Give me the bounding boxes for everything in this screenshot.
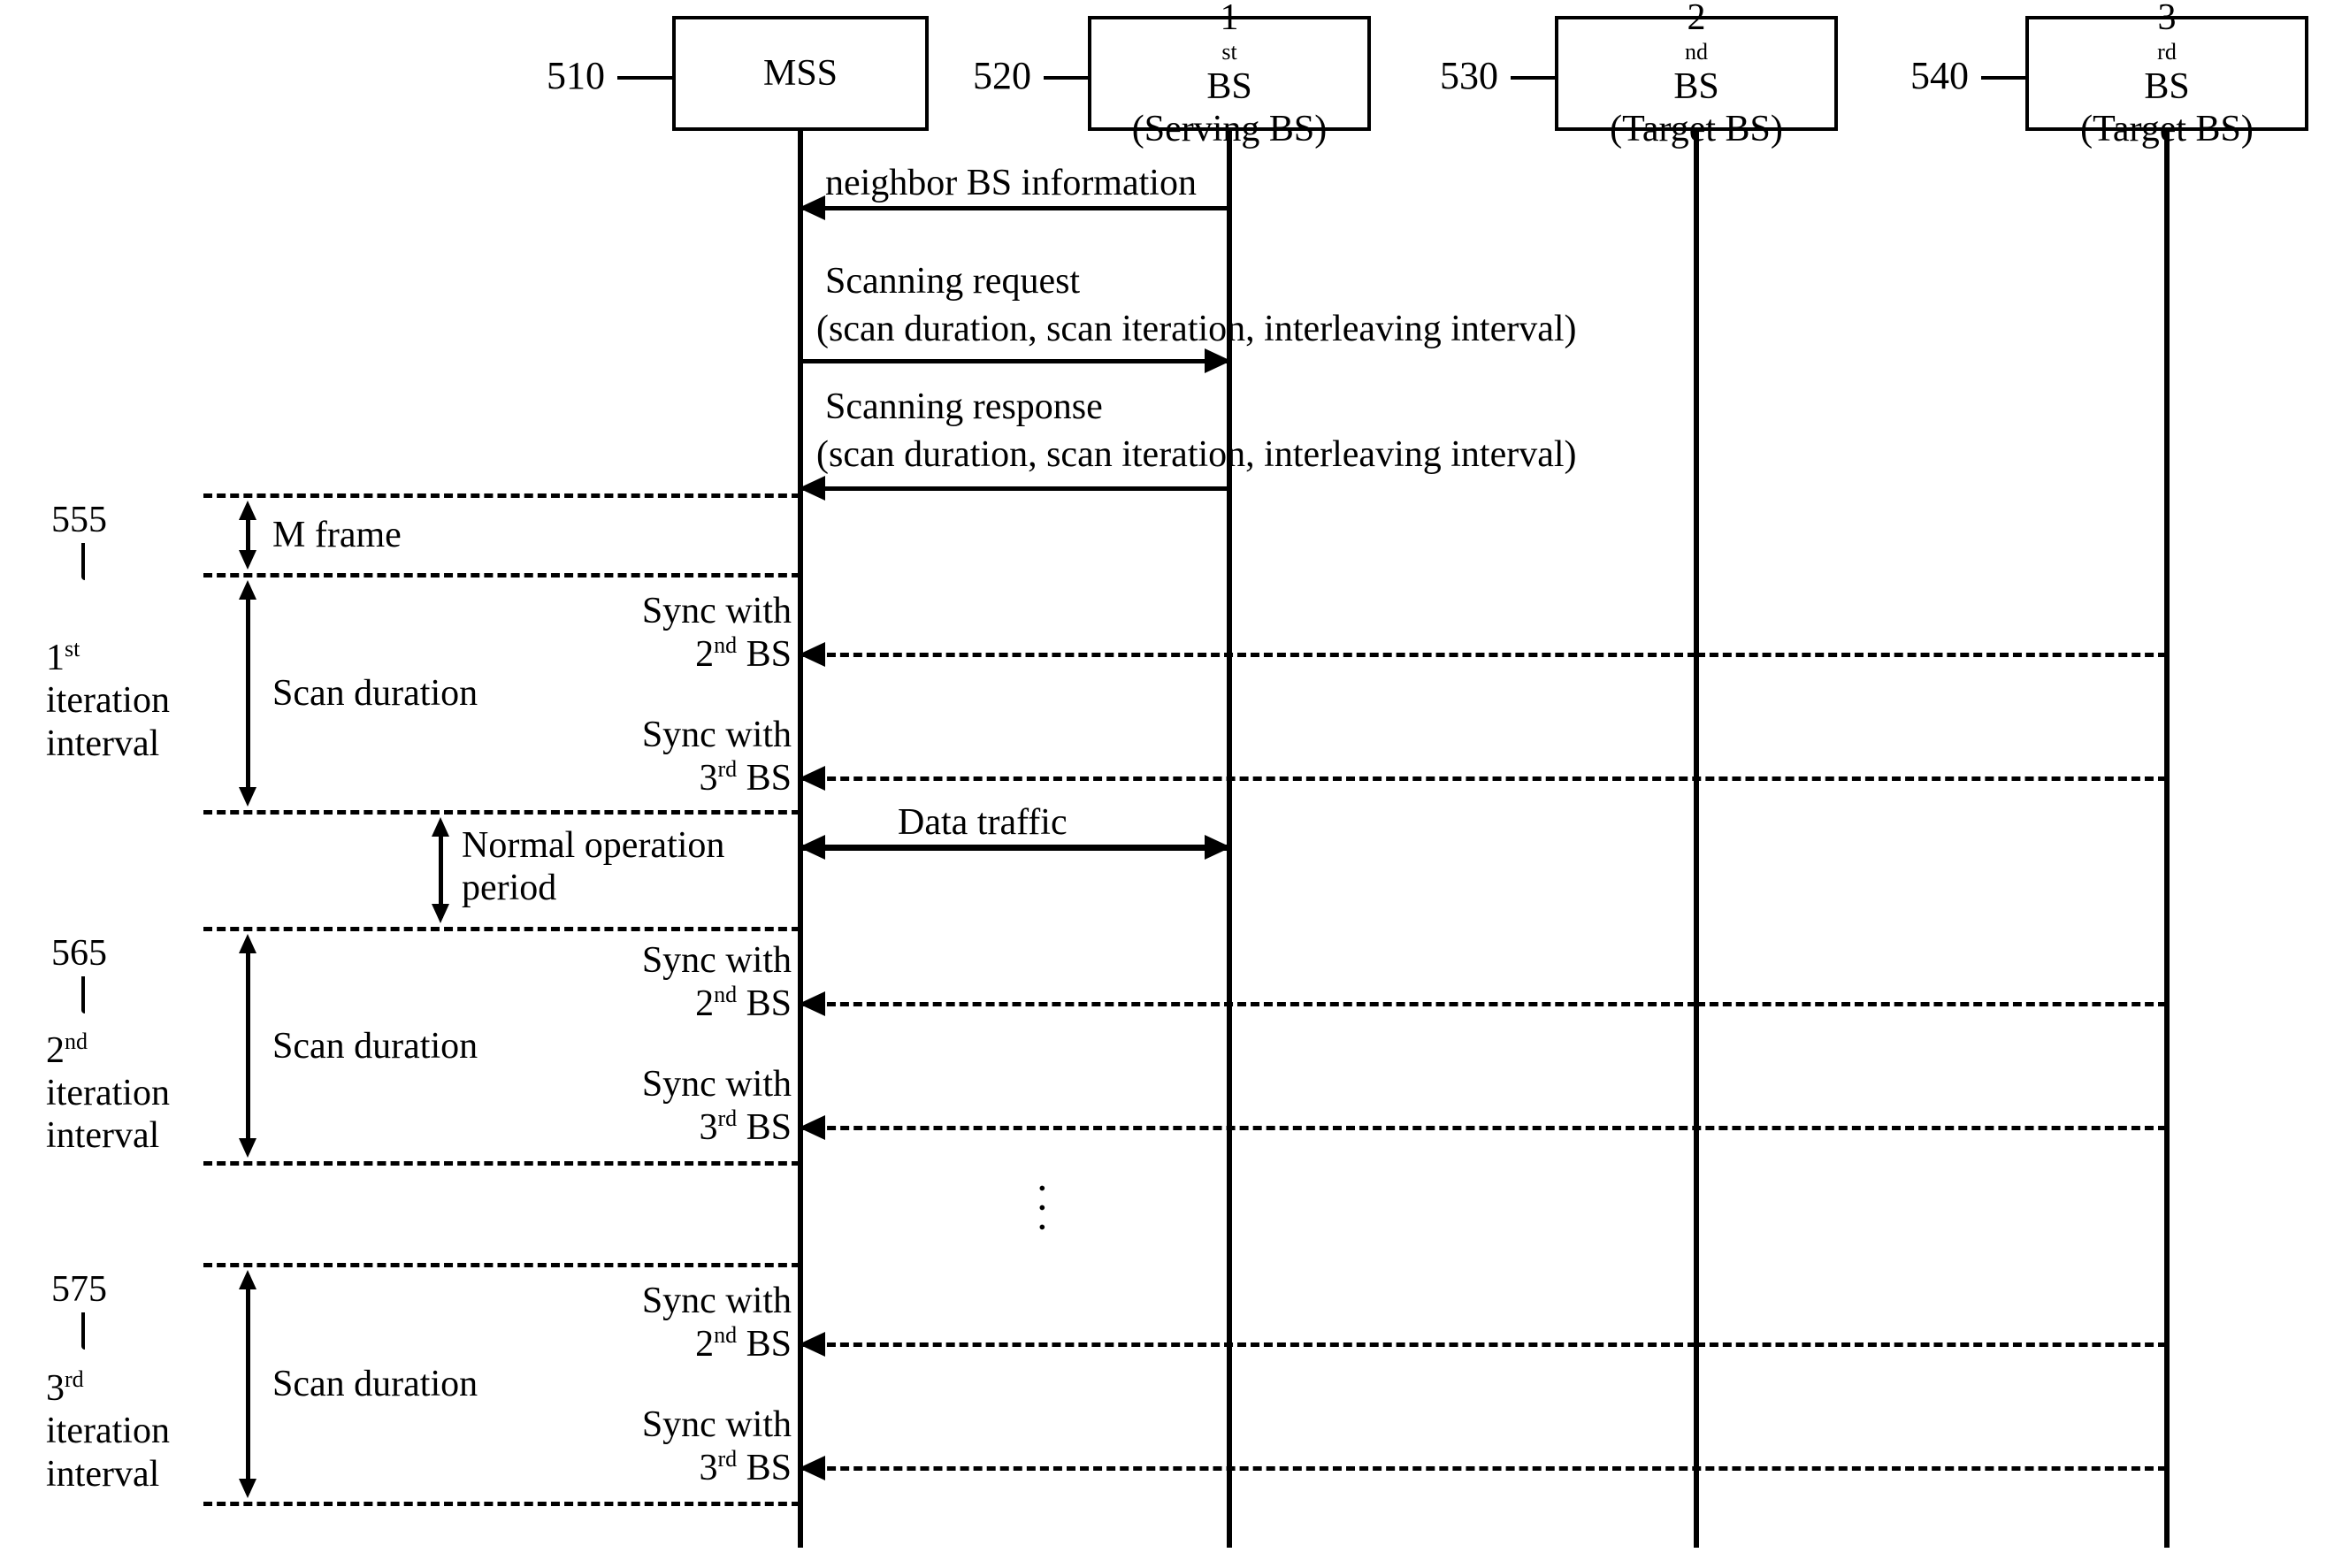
arrow-line <box>800 359 1229 363</box>
vbracket-cap <box>432 817 449 837</box>
vbracket-cap <box>239 1479 256 1498</box>
iteration-label: 1stiterationinterval <box>46 636 170 765</box>
sync-3rd-label: Sync with3rd BS <box>597 715 792 799</box>
msg-scan-req: Scanning request <box>825 260 1080 302</box>
ellipsis: ··· <box>1017 1182 1066 1240</box>
guideline <box>203 810 800 815</box>
lifeline-bs2 <box>1694 131 1699 1548</box>
dashed-arrow <box>800 776 2167 781</box>
sequence-diagram: 510 MSS 520 1st BS(Serving BS) 530 2nd BS(Tar… <box>0 0 2342 1568</box>
actor-ref-bs1: 520 <box>973 53 1031 98</box>
arrowhead <box>799 195 825 220</box>
vbracket-cap <box>239 1270 256 1289</box>
guideline <box>203 1263 800 1267</box>
actor-ref-bs2: 530 <box>1440 53 1498 98</box>
lifeline-bs3 <box>2164 131 2170 1548</box>
label-scan-duration: Scan duration <box>272 1025 478 1067</box>
actor-box-bs1: 1st BS(Serving BS) <box>1088 16 1371 131</box>
sync-2nd-label: Sync with2nd BS <box>597 591 792 676</box>
iteration-ref: 575 <box>51 1268 107 1311</box>
actor-ref-mss: 510 <box>547 53 605 98</box>
label-scan-duration: Scan duration <box>272 672 478 715</box>
arrowhead <box>799 991 825 1016</box>
msg-data-traffic: Data traffic <box>898 801 1068 844</box>
guideline <box>203 1502 800 1506</box>
vbracket-cap <box>239 934 256 953</box>
actor-box-mss: MSS <box>672 16 929 131</box>
vbracket-cap <box>432 904 449 923</box>
guideline <box>1696 1002 2167 1006</box>
label-scan-duration: Scan duration <box>272 1363 478 1405</box>
vbracket-cap <box>239 550 256 570</box>
actor-ref-tick <box>617 76 672 80</box>
ref-curve <box>81 976 85 1013</box>
vbracket-cap <box>239 1138 256 1158</box>
guideline <box>203 927 800 931</box>
guideline <box>203 493 800 498</box>
arrowhead <box>799 1115 825 1140</box>
ref-curve <box>81 1312 85 1350</box>
actor-ref-tick <box>1511 76 1555 80</box>
label-mframe: M frame <box>272 514 402 556</box>
vbracket <box>246 1275 250 1493</box>
arrow-line <box>800 845 1229 851</box>
msg-scan-resp-sub: (scan duration, scan iteration, interlea… <box>816 433 1577 476</box>
arrowhead <box>1205 835 1231 860</box>
vbracket-cap <box>239 787 256 807</box>
actor-box-bs2: 2nd BS(Target BS) <box>1555 16 1838 131</box>
arrowhead <box>799 642 825 667</box>
msg-neighbor: neighbor BS information <box>825 162 1197 204</box>
iteration-ref: 565 <box>51 932 107 975</box>
vbracket-cap <box>239 501 256 520</box>
arrow-line <box>800 206 1229 210</box>
dashed-arrow <box>800 1002 1696 1006</box>
guideline <box>203 573 800 577</box>
dashed-arrow <box>800 1342 1696 1347</box>
vbracket-cap <box>239 580 256 600</box>
msg-scan-req-sub: (scan duration, scan iteration, interlea… <box>816 308 1577 350</box>
vbracket <box>246 939 250 1152</box>
iteration-label: 2nditerationinterval <box>46 1029 170 1158</box>
arrowhead <box>799 766 825 791</box>
guideline <box>1696 1342 2167 1347</box>
vbracket <box>246 585 250 801</box>
ref-curve <box>81 543 85 580</box>
arrowhead <box>1205 348 1231 373</box>
guideline <box>1696 653 2167 657</box>
sync-3rd-label: Sync with3rd BS <box>597 1404 792 1489</box>
sync-3rd-label: Sync with3rd BS <box>597 1064 792 1149</box>
msg-scan-resp: Scanning response <box>825 386 1103 428</box>
actor-box-bs3: 3rd BS(Target BS) <box>2025 16 2308 131</box>
iteration-ref: 555 <box>51 499 107 541</box>
actor-ref-tick <box>1981 76 2025 80</box>
actor-ref-tick <box>1044 76 1088 80</box>
arrowhead <box>799 1456 825 1480</box>
arrowhead <box>799 1332 825 1357</box>
label-normal-op: Normal operationperiod <box>462 824 724 909</box>
iteration-label: 3rditerationinterval <box>46 1366 170 1495</box>
arrow-line <box>800 486 1229 491</box>
arrowhead <box>799 835 825 860</box>
dashed-arrow <box>800 1126 2167 1130</box>
arrowhead <box>799 476 825 501</box>
guideline <box>203 1161 800 1166</box>
dashed-arrow <box>800 1466 2167 1471</box>
sync-2nd-label: Sync with2nd BS <box>597 1281 792 1365</box>
sync-2nd-label: Sync with2nd BS <box>597 940 792 1025</box>
dashed-arrow <box>800 653 1696 657</box>
actor-ref-bs3: 540 <box>1910 53 1969 98</box>
